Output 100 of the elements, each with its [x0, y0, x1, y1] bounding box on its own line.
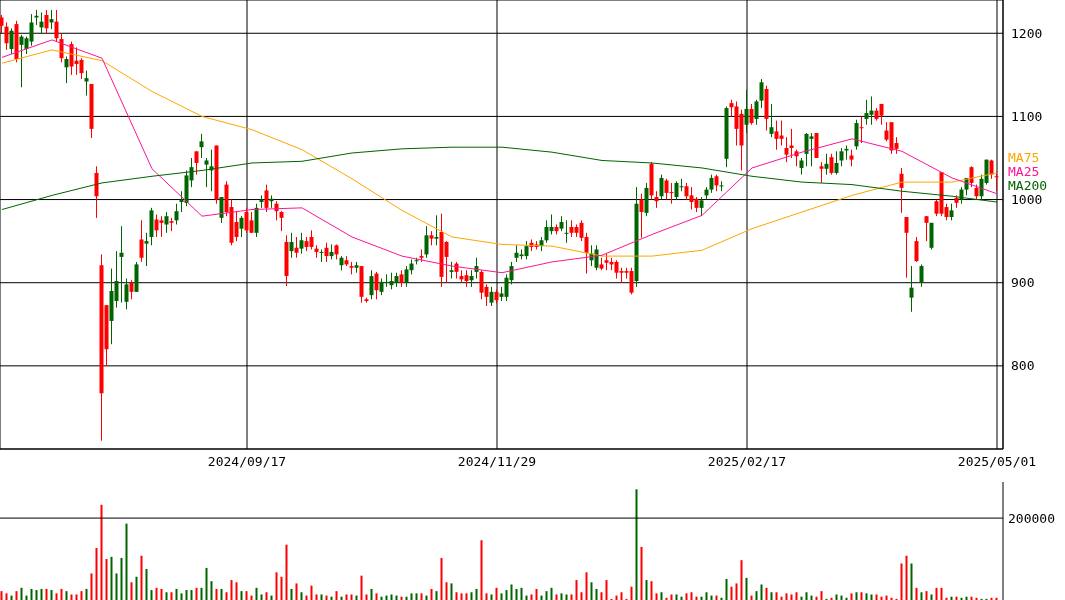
- candlestick: [174, 203, 179, 225]
- bar: [255, 587, 258, 600]
- bar: [275, 572, 278, 600]
- candlestick: [249, 211, 254, 234]
- candlestick: [44, 9, 49, 34]
- candlestick: [924, 215, 929, 242]
- series-label: MA25: [1008, 163, 1040, 180]
- candlestick: [219, 196, 224, 224]
- bar: [660, 592, 663, 600]
- bar: [575, 580, 578, 600]
- bar: [850, 593, 853, 600]
- bar: [490, 594, 493, 600]
- candlestick: [754, 99, 759, 126]
- candlestick: [639, 193, 644, 239]
- candlestick: [119, 225, 124, 304]
- bar: [795, 592, 798, 600]
- bar: [940, 587, 943, 600]
- bar: [300, 592, 303, 600]
- bar: [105, 559, 108, 600]
- candlestick: [489, 286, 494, 307]
- bar: [290, 588, 293, 600]
- bar: [55, 593, 58, 600]
- bar: [530, 594, 533, 600]
- bar: [70, 594, 73, 600]
- bar: [500, 593, 503, 600]
- candlestick: [374, 271, 379, 300]
- bar: [165, 592, 168, 600]
- candlestick: [829, 153, 834, 176]
- candlestick: [164, 211, 169, 234]
- bar: [945, 597, 948, 600]
- bar: [225, 592, 228, 600]
- candlestick: [294, 236, 299, 259]
- bar: [555, 594, 558, 600]
- candlestick: [904, 216, 909, 279]
- bar: [835, 594, 838, 600]
- bar: [180, 593, 183, 600]
- bar: [215, 588, 218, 600]
- candlestick: [299, 232, 304, 255]
- candlestick: [139, 219, 144, 263]
- bar: [855, 592, 858, 600]
- bar: [415, 593, 418, 600]
- candlestick: [594, 244, 599, 271]
- bar: [410, 593, 413, 600]
- bar: [235, 582, 238, 600]
- candlestick: [854, 119, 859, 151]
- candlestick: [289, 232, 294, 259]
- bar: [595, 588, 598, 600]
- bar: [175, 588, 178, 600]
- x-tick-label: 2024/11/29: [457, 454, 537, 470]
- bar: [535, 588, 538, 600]
- bar: [665, 597, 668, 600]
- bar: [585, 572, 588, 600]
- candlestick: [4, 21, 9, 51]
- bar: [285, 544, 288, 600]
- bar: [140, 555, 143, 600]
- bar: [90, 573, 93, 600]
- candlestick: [159, 215, 164, 238]
- series-label: MA75: [1008, 149, 1040, 166]
- candlestick: [779, 120, 784, 147]
- bar: [975, 597, 978, 600]
- candlestick: [434, 214, 439, 246]
- candlestick: [699, 196, 704, 217]
- bar: [830, 597, 833, 600]
- candlestick: [564, 219, 569, 244]
- bar: [390, 594, 393, 600]
- bar: [630, 586, 633, 600]
- candlestick: [369, 269, 374, 300]
- candlestick: [709, 174, 714, 194]
- candlestick: [129, 279, 134, 300]
- bar: [80, 591, 83, 600]
- bar: [15, 591, 18, 600]
- bar: [645, 580, 648, 600]
- candlestick: [869, 95, 874, 126]
- candlestick: [199, 133, 204, 159]
- candlestick: [64, 56, 69, 84]
- bar: [465, 593, 468, 600]
- candlestick: [144, 232, 149, 267]
- bar: [265, 592, 268, 600]
- bar: [705, 592, 708, 600]
- bar: [560, 593, 563, 600]
- bar: [960, 597, 963, 600]
- bar: [110, 556, 113, 600]
- candlestick: [809, 132, 814, 167]
- bar: [240, 591, 243, 600]
- candlestick: [9, 27, 14, 55]
- candlestick: [79, 57, 84, 80]
- bar: [520, 587, 523, 600]
- bar: [185, 590, 188, 600]
- bar: [440, 557, 443, 600]
- bar: [0, 591, 3, 600]
- candlestick: [54, 9, 59, 43]
- text: 200000: [1008, 510, 1055, 526]
- bar: [445, 582, 448, 600]
- bar: [605, 580, 608, 600]
- bar: [115, 573, 118, 600]
- bar: [545, 591, 548, 600]
- y-tick-label: 900: [1011, 275, 1035, 291]
- candlestick: [239, 215, 244, 238]
- bar: [45, 588, 48, 600]
- bar: [755, 591, 758, 600]
